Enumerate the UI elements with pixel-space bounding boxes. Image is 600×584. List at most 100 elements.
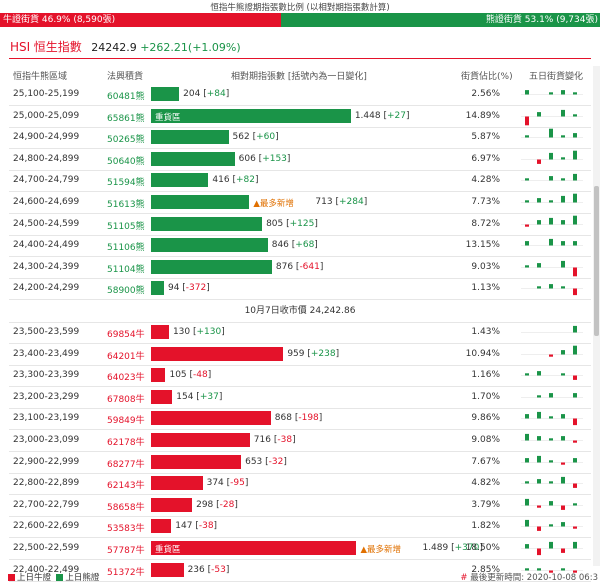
table-row[interactable]: 23,400-23,499 64201牛 959 [+238] 10.94% bbox=[9, 344, 591, 366]
five-day-sparkline bbox=[521, 345, 583, 357]
table-row[interactable]: 24,600-24,699 51613熊 ▲最多新增 713 [+284] 7.73% bbox=[9, 192, 591, 214]
table-row[interactable]: 24,300-24,399 51104熊 876 [-641] 9.03% bbox=[9, 257, 591, 279]
five-day-sparkline bbox=[521, 325, 583, 333]
sparkline-bar bbox=[549, 392, 553, 398]
warrant-code[interactable]: 51105熊 bbox=[107, 221, 145, 232]
warrant-code[interactable]: 51613熊 bbox=[107, 200, 145, 210]
table-row[interactable]: 23,000-23,099 62178牛 716 [-38] 9.08% bbox=[9, 430, 591, 452]
warrant-code[interactable]: 51104熊 bbox=[107, 264, 145, 275]
sparkline-bar bbox=[537, 567, 541, 571]
warrant-code[interactable]: 64023牛 bbox=[107, 373, 145, 384]
warrant-code[interactable]: 68277牛 bbox=[107, 459, 145, 470]
sparkline-bar bbox=[561, 260, 565, 268]
warrant-code[interactable]: 50265熊 bbox=[107, 135, 145, 146]
table-row[interactable]: 25,000-25,099 65861熊 重貨區 1.448 [+27] 14.89% bbox=[9, 106, 591, 128]
warrant-code[interactable]: 67808牛 bbox=[107, 394, 145, 405]
warrant-code[interactable]: 64201牛 bbox=[107, 351, 145, 362]
warrant-code[interactable]: 50640熊 bbox=[107, 156, 145, 167]
value-number: 653 bbox=[245, 456, 263, 467]
range-label: 23,500-23,599 bbox=[13, 327, 80, 337]
table-row[interactable]: 22,700-22,799 58658牛 298 [-28] 3.79% bbox=[9, 495, 591, 517]
sparkline-bar bbox=[525, 481, 529, 484]
sparkline-bar bbox=[561, 195, 565, 203]
sparkline-bar bbox=[525, 224, 529, 227]
table-row[interactable]: 24,500-24,599 51105熊 805 [+125] 8.72% bbox=[9, 214, 591, 236]
warrant-code[interactable]: 58900熊 bbox=[107, 286, 145, 297]
warrant-code[interactable]: 53583牛 bbox=[107, 524, 145, 535]
value-number: 713 bbox=[315, 197, 333, 207]
warrant-code[interactable]: 51106熊 bbox=[107, 243, 145, 254]
contract-value: 606 [+153] bbox=[238, 153, 291, 164]
contract-value: 154 [+37] bbox=[176, 391, 223, 402]
last-update: # 最後更新時間: 2020-10-08 06:3 bbox=[460, 571, 598, 583]
warrant-code[interactable]: 62143牛 bbox=[107, 481, 145, 492]
table-row[interactable]: 25,100-25,199 60481熊 204 [+84] 2.56% bbox=[9, 84, 591, 106]
sparkline-bar bbox=[573, 375, 577, 381]
table-row[interactable]: 24,400-24,499 51106熊 846 [+68] 13.15% bbox=[9, 235, 591, 258]
warrant-code[interactable]: 51594熊 bbox=[107, 178, 145, 189]
sparkline-bar bbox=[573, 418, 577, 426]
sparkline-bar bbox=[573, 483, 577, 489]
value-delta: +284 bbox=[338, 197, 364, 207]
index-name: 恒生指數 bbox=[33, 40, 82, 54]
five-day-sparkline bbox=[521, 498, 583, 510]
close-price-divider: 10月7日收市價 24,242.86 bbox=[9, 300, 591, 323]
value-number: 1.489 bbox=[422, 543, 449, 553]
table-row[interactable]: 22,600-22,699 53583牛 147 [-38] 1.82% bbox=[9, 516, 591, 539]
table-row[interactable]: 22,500-22,599 57787牛 重貨區 ▲最多新增 1.489 [+370] 1… bbox=[9, 538, 591, 560]
table-row[interactable]: 24,800-24,899 50640熊 606 [+153] 6.97% bbox=[9, 149, 591, 171]
scrollbar[interactable] bbox=[593, 66, 600, 566]
warrant-code[interactable]: 51372牛 bbox=[107, 567, 145, 578]
value-number: 562 bbox=[232, 132, 250, 143]
contract-value: 1.448 [+27] bbox=[354, 110, 410, 121]
bull-bear-ratio-bar: 牛證街貨 46.9% (8,590張) 熊證街貨 53.1% (9,734張) bbox=[0, 13, 600, 27]
table-row[interactable]: 24,700-24,799 51594熊 416 [+82] 4.28% bbox=[9, 170, 591, 193]
sparkline-bar bbox=[537, 219, 541, 225]
five-day-sparkline bbox=[521, 412, 583, 426]
five-day-sparkline bbox=[521, 541, 583, 556]
table-row[interactable]: 24,900-24,999 50265熊 562 [+60] 5.87% bbox=[9, 127, 591, 150]
share-percent: 4.28% bbox=[471, 175, 500, 186]
range-label: 22,400-22,499 bbox=[13, 564, 80, 575]
value-delta: +68 bbox=[295, 240, 315, 251]
sparkline-bar bbox=[561, 567, 565, 571]
table-row[interactable]: 23,300-23,399 64023牛 105 [-48] 1.16% bbox=[9, 365, 591, 388]
sparkline-bar bbox=[525, 567, 529, 571]
warrant-code[interactable]: 65861熊 bbox=[107, 113, 145, 124]
share-percent: 2.85% bbox=[471, 564, 500, 575]
index-symbol[interactable]: HSI bbox=[10, 40, 31, 54]
quantity-bar bbox=[151, 238, 268, 253]
sparkline-bar bbox=[525, 200, 529, 203]
bear-ratio-segment: 熊證街貨 53.1% (9,734張) bbox=[281, 13, 600, 27]
warrant-code[interactable]: 59849牛 bbox=[107, 416, 145, 427]
value-delta: -95 bbox=[230, 478, 245, 489]
sparkline-bar bbox=[561, 414, 565, 419]
table-row[interactable]: 22,400-22,499 51372牛 236 [-53] 2.85% bbox=[9, 560, 591, 582]
index-change: +262.21(+1.09%) bbox=[140, 41, 241, 54]
share-percent: 1.82% bbox=[471, 521, 500, 532]
warrant-code[interactable]: 62178牛 bbox=[107, 438, 145, 448]
value-number: 805 bbox=[266, 218, 284, 229]
scrollbar-thumb[interactable] bbox=[594, 186, 599, 336]
sparkline-bar bbox=[549, 354, 553, 357]
warrant-code[interactable]: 57787牛 bbox=[107, 546, 145, 556]
sparkline-bar bbox=[525, 498, 529, 506]
table-row[interactable]: 22,800-22,899 62143牛 374 [-95] 4.82% bbox=[9, 473, 591, 496]
contract-value: 959 [+238] bbox=[287, 348, 340, 359]
warrant-code[interactable]: 60481熊 bbox=[107, 92, 145, 102]
quantity-bar bbox=[151, 130, 229, 145]
warrant-code[interactable]: 69854牛 bbox=[107, 330, 145, 340]
table-row[interactable]: 24,200-24,299 58900熊 94 [-372] 1.13% bbox=[9, 278, 591, 301]
five-day-sparkline bbox=[521, 239, 583, 246]
warrant-code[interactable]: 58658牛 bbox=[107, 502, 145, 513]
table-row[interactable]: 23,500-23,599 69854牛 130 [+130] 1.43% bbox=[9, 322, 591, 344]
sparkline-bar bbox=[525, 414, 529, 419]
share-percent: 9.86% bbox=[471, 413, 500, 424]
table-row[interactable]: 23,200-23,299 67808牛 154 [+37] 1.70% bbox=[9, 387, 591, 409]
table-row[interactable]: 23,100-23,199 59849牛 868 [-198] 9.86% bbox=[9, 408, 591, 431]
sparkline-bar bbox=[549, 239, 553, 246]
table-row[interactable]: 22,900-22,999 68277牛 653 [-32] 7.67% bbox=[9, 452, 591, 474]
sparkline-bar bbox=[573, 541, 577, 549]
contract-value: 94 [-372] bbox=[167, 283, 210, 294]
sparkline-bar bbox=[537, 198, 541, 203]
